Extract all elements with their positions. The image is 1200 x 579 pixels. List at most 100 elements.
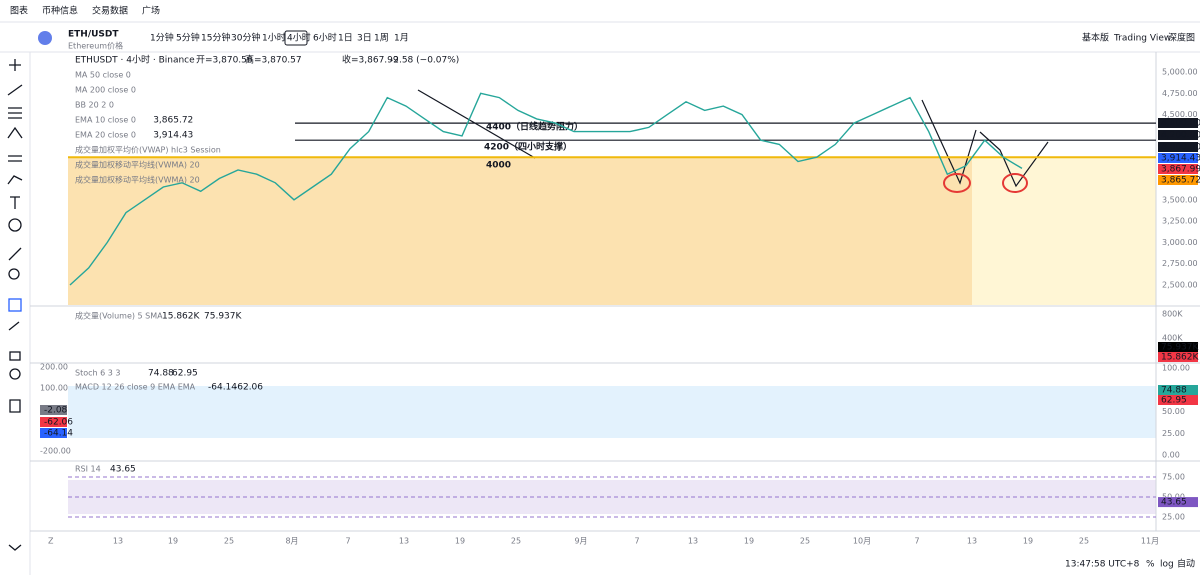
macd-label: -64.14 <box>44 429 73 439</box>
interval-button[interactable]: 1日 <box>338 33 353 44</box>
scroll-button[interactable]: Z <box>48 537 54 546</box>
macd-tag <box>40 417 67 427</box>
y-tick-label: 4,500.00 <box>1162 110 1198 119</box>
legend-high: 高=3,870.57 <box>245 54 302 66</box>
y-tick-label: 50.00 <box>1162 493 1185 502</box>
highlight <box>1002 173 1028 193</box>
nav-tab[interactable]: 广场 <box>142 5 160 17</box>
top-bar <box>0 0 1200 22</box>
nav-tab[interactable]: 图表 <box>10 5 28 17</box>
view-button[interactable]: Trading View <box>1113 34 1171 44</box>
symbol-icon <box>38 31 52 45</box>
stoch-tag <box>1158 385 1198 395</box>
macd-tag <box>40 405 67 415</box>
volume-value: 75.937K <box>204 312 242 322</box>
macd-value: -64.14 <box>208 383 237 393</box>
interval-button[interactable]: 30分钟 <box>231 32 260 44</box>
indicator-name: 成交量加权移动平均线(VWMA) 20 <box>75 160 200 170</box>
x-tick-label: 19 <box>455 537 465 546</box>
indicator-name: 成交量加权平均价(VWAP) hlc3 Session <box>75 145 221 155</box>
highlight <box>943 173 971 193</box>
stoch-tag <box>1158 395 1198 405</box>
x-tick-label: 13 <box>113 537 123 546</box>
stoch-label: 62.95 <box>1161 396 1187 406</box>
log-button[interactable]: log <box>1160 560 1174 570</box>
y-tick-label: 5,000.00 <box>1162 68 1198 77</box>
y-tick-label: 800K <box>1162 310 1183 319</box>
stoch-band <box>68 386 1156 438</box>
y-tick-label: 25.00 <box>1162 513 1185 522</box>
volume-label: 15.862K <box>1161 353 1199 363</box>
x-tick-label: 10月 <box>853 537 871 546</box>
x-tick-label: 7 <box>345 537 350 546</box>
indicator-name: MA 50 close 0 <box>75 71 131 80</box>
interval-button[interactable]: 4小时 <box>287 32 311 44</box>
indicator-name: MA 200 close 0 <box>75 86 136 95</box>
annotation: 4400（日线趋势阻力） <box>486 121 583 133</box>
y2-tick-label: 100.00 <box>40 383 68 392</box>
annotation: 4000 <box>486 161 511 171</box>
view-button[interactable]: 基本版 <box>1082 32 1109 44</box>
x-tick-label: 19 <box>744 537 754 546</box>
interval-button[interactable]: 1分钟 <box>150 32 174 44</box>
level-label: 4,000.00 <box>1161 143 1200 153</box>
symbol-subtitle: Ethereum价格 <box>68 41 123 51</box>
level-tag <box>1158 130 1198 140</box>
x-tick-label: 13 <box>967 537 977 546</box>
x-tick-label: 19 <box>168 537 178 546</box>
price-tag <box>1158 153 1198 163</box>
rsi-tag <box>1158 497 1198 508</box>
toolbar <box>7 59 23 551</box>
interval-button[interactable]: 1月 <box>394 33 409 44</box>
y-tick-label: 75.00 <box>1162 473 1185 482</box>
x-tick-label: 19 <box>1023 537 1033 546</box>
indicator-name: 成交量加权移动平均线(VWMA) 20 <box>75 175 200 185</box>
x-tick-label: 13 <box>399 537 409 546</box>
indicator-value: 3,914.43 <box>153 131 193 141</box>
range-shade <box>972 158 1156 305</box>
nav-tab[interactable]: 交易数据 <box>92 5 128 17</box>
interval-button[interactable]: 1周 <box>374 33 389 44</box>
volume-tag <box>1158 342 1198 352</box>
panel-dividers <box>30 52 1200 532</box>
macd-label: -62.06 <box>44 418 73 428</box>
interval-button[interactable]: 5分钟 <box>176 32 200 44</box>
interval-button[interactable]: 1小时 <box>262 32 286 44</box>
price-label: 3,865.72 <box>1161 176 1200 186</box>
x-tick-label: 25 <box>800 537 810 546</box>
legend-open: 开=3,870.56 <box>196 55 253 66</box>
stoch-title: Stoch 6 3 3 <box>75 369 120 378</box>
indicator-name: EMA 10 close 0 <box>75 116 136 125</box>
x-tick-label: 8月 <box>285 537 298 546</box>
x-tick-label: 25 <box>1079 537 1089 546</box>
interval-active <box>284 30 308 46</box>
legend-symbol: ETHUSDT · 4小时 · Binance <box>75 54 195 66</box>
x-tick-label: 9月 <box>574 537 587 546</box>
y-tick-label: 100.00 <box>1162 363 1190 372</box>
macd-title: MACD 12 26 close 9 EMA EMA <box>75 383 196 392</box>
view-button[interactable]: 深度图 <box>1168 32 1195 44</box>
interval-button[interactable]: 15分钟 <box>201 32 230 44</box>
interval-button[interactable]: 3日 <box>357 33 372 44</box>
volume-sma: 15.862K <box>162 312 200 322</box>
rsi-label: 43.65 <box>1161 498 1187 508</box>
level-label: 4,400.00 <box>1161 119 1200 129</box>
interval-button[interactable]: 6小时 <box>313 32 337 44</box>
signal-value: -62.06 <box>234 383 263 393</box>
y-tick-label: 25.00 <box>1162 429 1185 438</box>
percent-button[interactable]: % <box>1146 560 1155 570</box>
stoch-k: 74.88 <box>148 369 174 379</box>
stoch-label: 74.88 <box>1161 386 1187 396</box>
price-line <box>69 92 1023 286</box>
y-tick-label: 3,250.00 <box>1162 217 1198 226</box>
y-tick-label: 400K <box>1162 334 1183 343</box>
x-tick-label: 25 <box>224 537 234 546</box>
price-tag <box>1158 175 1198 185</box>
nav-tab[interactable]: 币种信息 <box>42 5 78 17</box>
x-tick-label: 13 <box>688 537 698 546</box>
y-tick-label: 2,500.00 <box>1162 280 1198 289</box>
auto-button[interactable]: 自动 <box>1177 558 1195 570</box>
price-tag <box>1158 164 1198 174</box>
y-tick-label: 0.00 <box>1162 451 1180 460</box>
